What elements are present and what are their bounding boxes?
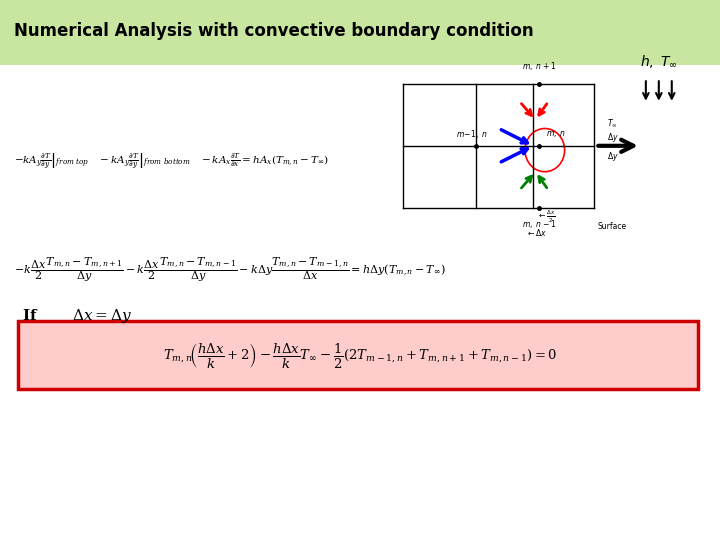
FancyBboxPatch shape [0,0,720,65]
Text: $m,\ n-1$: $m,\ n-1$ [522,218,556,230]
Text: $-k\dfrac{\Delta x}{2}\dfrac{T_{m,n}-T_{m,n+1}}{\Delta y} - k\dfrac{\Delta x}{2}: $-k\dfrac{\Delta x}{2}\dfrac{T_{m,n}-T_{… [14,255,446,285]
Text: $h,\ T_{\infty}$: $h,\ T_{\infty}$ [640,53,678,70]
Text: $\mathbf{If}$: $\mathbf{If}$ [22,308,38,323]
Text: $\leftarrow \Delta x$: $\leftarrow \Delta x$ [526,227,547,238]
Text: Surface: Surface [598,222,626,231]
Text: $m,\ n$: $m,\ n$ [546,129,567,139]
Text: $-kA_y\left.\frac{\partial T}{\partial y}\right|_{from\ top}$$\ \ \ -kA_y\left.\: $-kA_y\left.\frac{\partial T}{\partial y… [14,152,329,172]
Text: $\Delta y$: $\Delta y$ [607,150,618,163]
Text: Numerical Analysis with convective boundary condition: Numerical Analysis with convective bound… [14,22,534,40]
Text: $\leftarrow\frac{\Delta x}{2}$: $\leftarrow\frac{\Delta x}{2}$ [536,208,555,225]
Text: $m\!-\!1,\ n$: $m\!-\!1,\ n$ [456,129,488,140]
Text: $\Delta y$: $\Delta y$ [607,131,618,144]
Text: $m,\ n+1$: $m,\ n+1$ [522,60,556,72]
Text: $T_{m,n}\!\left(\dfrac{h\Delta x}{k}+2\right)-\dfrac{h\Delta x}{k}T_{\infty}-\df: $T_{m,n}\!\left(\dfrac{h\Delta x}{k}+2\r… [163,341,557,370]
Text: $\Delta x = \Delta y$: $\Delta x = \Delta y$ [72,307,132,325]
FancyBboxPatch shape [18,321,698,389]
Text: $T_{\infty}$: $T_{\infty}$ [607,117,618,129]
FancyBboxPatch shape [0,65,720,540]
